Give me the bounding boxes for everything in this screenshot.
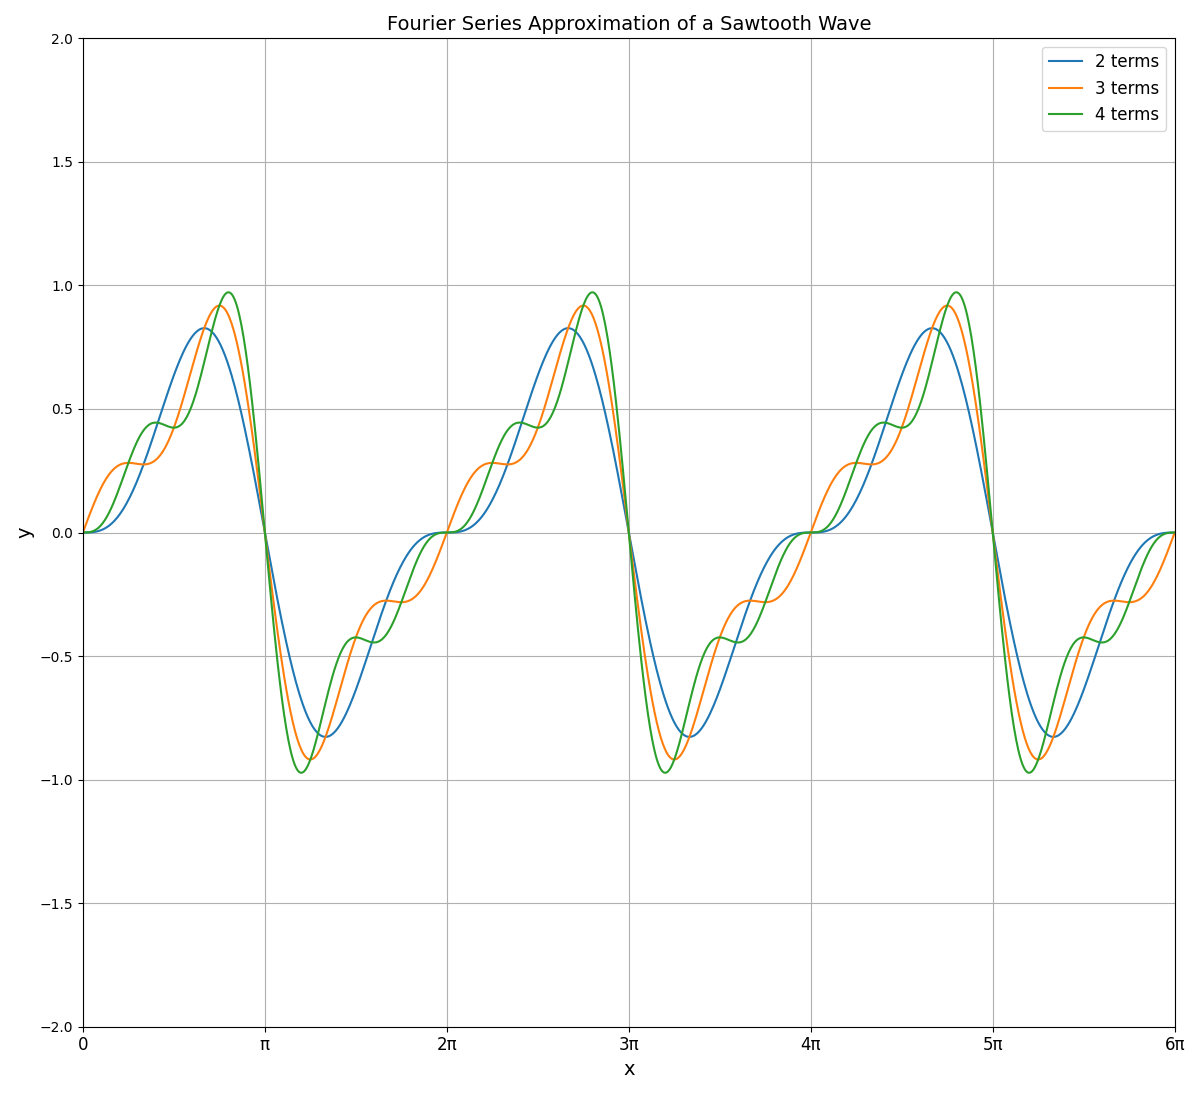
4 terms (928, 342, 942, 356)
3 terms (76, 526, 90, 539)
2 terms (187, 327, 202, 340)
Title: Fourier Series Approximation of a Sawtooth Wave: Fourier Series Approximation of a Sawtoo… (386, 15, 871, 34)
3 terms (304, 753, 318, 766)
3 terms (949, 309, 964, 322)
2 terms (929, 323, 943, 336)
3 terms (520, 445, 534, 458)
4 terms (76, 526, 90, 539)
4 terms (221, 286, 235, 299)
3 terms (828, 470, 842, 484)
2 terms (197, 322, 211, 335)
4 terms (948, 286, 962, 299)
Legend: 2 terms, 3 terms, 4 terms: 2 terms, 3 terms, 4 terms (1042, 47, 1166, 130)
4 terms (518, 417, 533, 430)
4 terms (827, 512, 841, 525)
3 terms (187, 353, 202, 366)
Line: 2 terms: 2 terms (83, 328, 1175, 737)
2 terms (949, 358, 964, 371)
Y-axis label: y: y (14, 527, 34, 538)
2 terms (559, 322, 574, 335)
2 terms (318, 731, 332, 744)
2 terms (520, 401, 534, 415)
Line: 3 terms: 3 terms (83, 305, 1175, 759)
2 terms (76, 526, 90, 539)
2 terms (828, 521, 842, 534)
X-axis label: x: x (623, 1060, 635, 1079)
2 terms (1168, 526, 1182, 539)
3 terms (559, 328, 574, 341)
4 terms (1022, 766, 1037, 779)
4 terms (187, 392, 202, 405)
4 terms (558, 369, 572, 382)
3 terms (929, 311, 943, 324)
3 terms (212, 299, 227, 312)
3 terms (1168, 526, 1182, 539)
4 terms (1168, 526, 1182, 539)
Line: 4 terms: 4 terms (83, 292, 1175, 772)
